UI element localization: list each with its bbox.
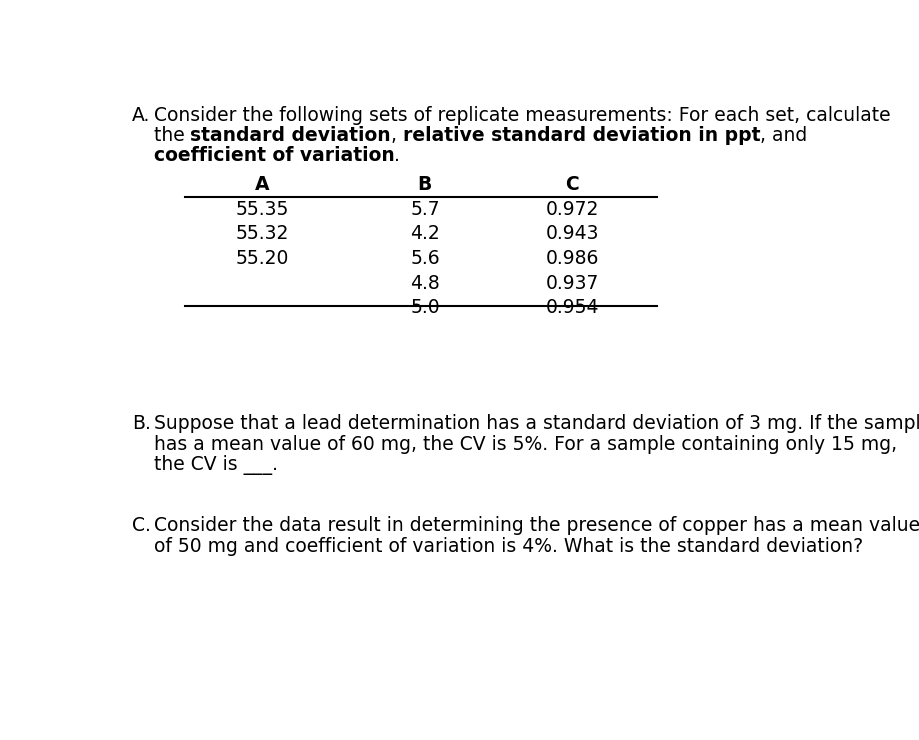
Text: the CV is ___.: the CV is ___.	[153, 455, 278, 475]
Text: of 50 mg and coefficient of variation is 4%. What is the standard deviation?: of 50 mg and coefficient of variation is…	[153, 537, 863, 556]
Text: 55.20: 55.20	[235, 249, 289, 268]
Text: 0.943: 0.943	[545, 224, 599, 243]
Text: 0.954: 0.954	[545, 298, 599, 317]
Text: 4.8: 4.8	[410, 274, 440, 292]
Text: Suppose that a lead determination has a standard deviation of 3 mg. If the sampl: Suppose that a lead determination has a …	[153, 414, 919, 433]
Text: standard deviation: standard deviation	[190, 126, 391, 145]
Text: 5.0: 5.0	[410, 298, 439, 317]
Text: 0.972: 0.972	[546, 200, 599, 219]
Text: 0.986: 0.986	[546, 249, 599, 268]
Text: 55.32: 55.32	[235, 224, 289, 243]
Text: the: the	[153, 126, 190, 145]
Text: .: .	[394, 146, 401, 165]
Text: 5.6: 5.6	[410, 249, 439, 268]
Text: B: B	[418, 175, 432, 194]
Text: Consider the data result in determining the presence of copper has a mean value: Consider the data result in determining …	[153, 517, 919, 535]
Text: , and: , and	[761, 126, 808, 145]
Text: coefficient of variation: coefficient of variation	[153, 146, 394, 165]
Text: A.: A.	[132, 106, 151, 125]
Text: ,: ,	[391, 126, 403, 145]
Text: 55.35: 55.35	[235, 200, 289, 219]
Text: B.: B.	[132, 414, 151, 433]
Text: 4.2: 4.2	[410, 224, 440, 243]
Text: 5.7: 5.7	[410, 200, 439, 219]
Text: C: C	[565, 175, 579, 194]
Text: relative standard deviation in ppt: relative standard deviation in ppt	[403, 126, 761, 145]
Text: C.: C.	[132, 517, 151, 535]
Text: 0.937: 0.937	[546, 274, 599, 292]
Text: has a mean value of 60 mg, the CV is 5%. For a sample containing only 15 mg,: has a mean value of 60 mg, the CV is 5%.…	[153, 434, 897, 454]
Text: A: A	[255, 175, 269, 194]
Text: Consider the following sets of replicate measurements: For each set, calculate: Consider the following sets of replicate…	[153, 106, 891, 125]
